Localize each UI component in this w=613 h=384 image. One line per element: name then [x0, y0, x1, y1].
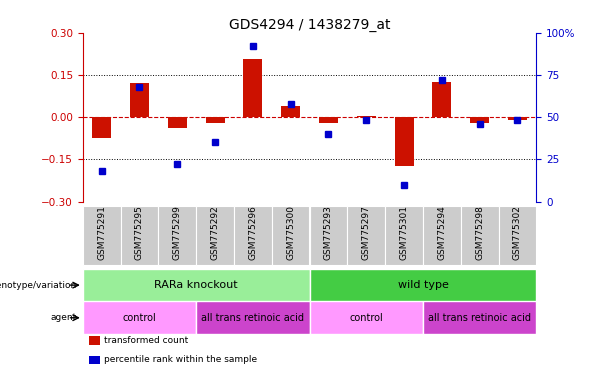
Text: RARa knockout: RARa knockout — [154, 280, 238, 290]
Bar — [461, 206, 498, 265]
Bar — [395, 117, 414, 166]
Bar — [130, 83, 149, 117]
Text: percentile rank within the sample: percentile rank within the sample — [104, 355, 257, 364]
Text: GSM775300: GSM775300 — [286, 205, 295, 260]
Text: all trans retinoic acid: all trans retinoic acid — [428, 313, 531, 323]
Bar — [432, 82, 451, 117]
Text: GSM775302: GSM775302 — [513, 205, 522, 260]
Text: agent: agent — [50, 313, 77, 322]
Text: GSM775295: GSM775295 — [135, 205, 144, 260]
Text: genotype/variation: genotype/variation — [0, 281, 77, 290]
Bar — [310, 301, 423, 334]
Text: control: control — [123, 313, 156, 323]
Bar — [92, 117, 111, 138]
Text: transformed count: transformed count — [104, 336, 188, 345]
Text: GSM775298: GSM775298 — [475, 205, 484, 260]
Text: control: control — [349, 313, 383, 323]
Text: all trans retinoic acid: all trans retinoic acid — [201, 313, 305, 323]
Text: GSM775301: GSM775301 — [400, 205, 409, 260]
Bar — [319, 117, 338, 123]
Text: GSM775293: GSM775293 — [324, 205, 333, 260]
Bar — [357, 116, 376, 117]
Bar — [196, 206, 234, 265]
Title: GDS4294 / 1438279_at: GDS4294 / 1438279_at — [229, 18, 390, 31]
Bar — [83, 206, 121, 265]
Bar — [423, 301, 536, 334]
Bar — [281, 106, 300, 117]
Bar — [348, 206, 385, 265]
Bar — [121, 206, 158, 265]
Bar — [234, 206, 272, 265]
Text: GSM775294: GSM775294 — [437, 205, 446, 260]
Text: GSM775292: GSM775292 — [210, 205, 219, 260]
Text: GSM775297: GSM775297 — [362, 205, 371, 260]
Bar — [423, 206, 461, 265]
Bar — [310, 206, 348, 265]
Text: wild type: wild type — [398, 280, 448, 290]
Bar — [158, 206, 196, 265]
Bar — [83, 269, 310, 301]
Bar — [310, 269, 536, 301]
Bar — [508, 117, 527, 120]
Bar — [205, 117, 224, 123]
Text: GSM775296: GSM775296 — [248, 205, 257, 260]
Bar — [385, 206, 423, 265]
Bar — [272, 206, 310, 265]
Bar — [196, 301, 310, 334]
Bar — [168, 117, 187, 128]
Text: GSM775299: GSM775299 — [173, 205, 182, 260]
Bar — [470, 117, 489, 123]
Bar — [243, 60, 262, 117]
Bar — [498, 206, 536, 265]
Text: GSM775291: GSM775291 — [97, 205, 106, 260]
Bar — [83, 301, 196, 334]
